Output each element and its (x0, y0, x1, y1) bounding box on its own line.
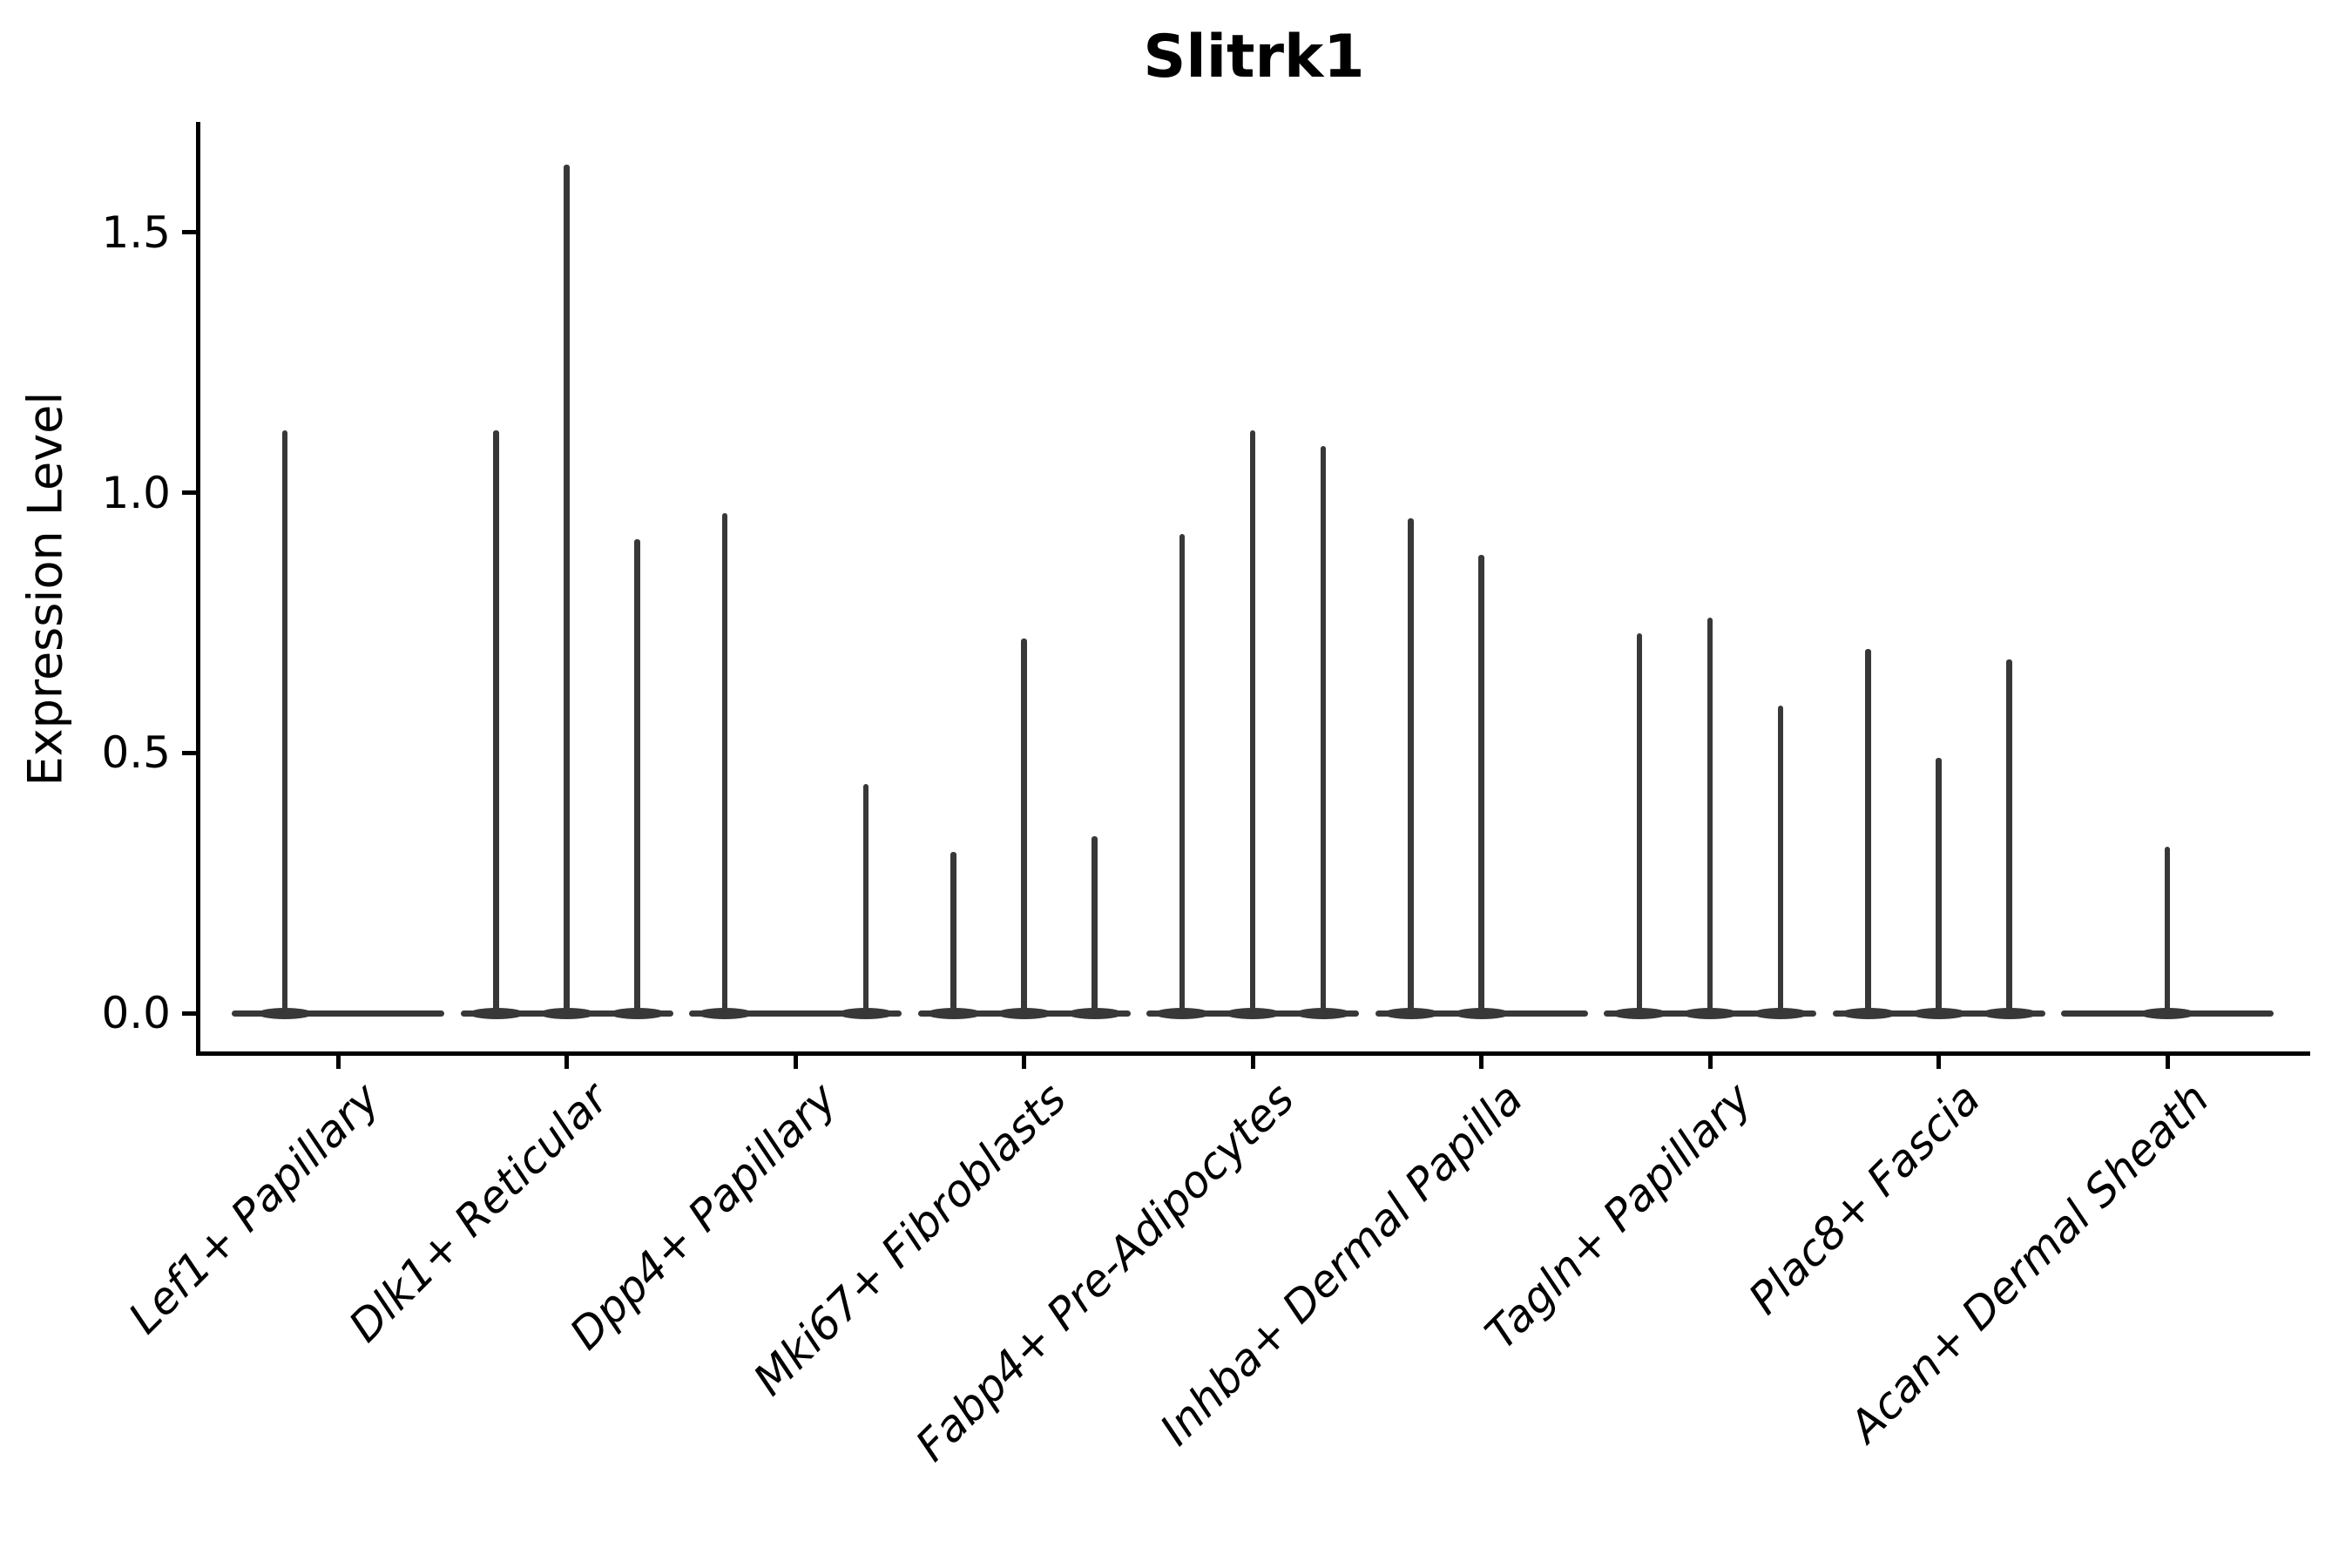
violin-spike (493, 429, 499, 1013)
violin-bump (1382, 1007, 1439, 1019)
violin-base (689, 1010, 902, 1017)
y-tick (182, 750, 197, 755)
x-tick-label: Plac8+ Fascia (1739, 1073, 1990, 1324)
violin-spike (2164, 846, 2171, 1013)
x-tick (2165, 1056, 2170, 1069)
x-tick (1707, 1056, 1713, 1069)
violin-bump (2139, 1007, 2195, 1019)
violin-bump (1910, 1007, 1967, 1019)
violin-bump (1682, 1007, 1738, 1019)
violin-bump (697, 1007, 753, 1019)
y-tick (182, 490, 197, 495)
violin-bump (1066, 1007, 1123, 1019)
y-tick-label: 0.0 (101, 988, 171, 1038)
violin-bump (925, 1007, 982, 1019)
violin-spike (721, 513, 728, 1013)
violin-spike (1936, 758, 1942, 1013)
violin-bump (838, 1007, 894, 1019)
y-tick-label: 1.5 (101, 206, 171, 258)
violin-spike (1320, 445, 1327, 1013)
plot-title: Slitrk1 (1143, 23, 1365, 91)
x-tick-label: Inhba+ Dermal Papilla (1151, 1073, 1533, 1456)
x-tick-label: Lef1+ Papillary (118, 1073, 390, 1344)
violin-spike (1092, 835, 1098, 1013)
violin-spike (862, 784, 869, 1013)
x-axis-line (196, 1051, 2310, 1056)
y-tick (182, 1010, 197, 1016)
violin-base (232, 1010, 444, 1017)
violin-bump (538, 1007, 595, 1019)
violin-bump (609, 1007, 666, 1019)
violin-spike (1777, 706, 1784, 1013)
x-tick (564, 1056, 569, 1069)
violin-spike (634, 539, 640, 1013)
y-tick-label: 0.5 (101, 727, 171, 779)
violin-bump (1453, 1007, 1510, 1019)
violin-bump (1753, 1007, 1808, 1019)
violin-spike (1478, 555, 1484, 1013)
violin-spike (2006, 659, 2012, 1013)
violin-spike (564, 165, 570, 1013)
x-tick (793, 1056, 798, 1069)
y-tick-label: 1.0 (101, 467, 171, 518)
violin-bump (257, 1007, 313, 1019)
violin-bump (996, 1007, 1052, 1019)
violin-spike (1707, 617, 1713, 1013)
violin-spike (1408, 518, 1414, 1013)
violin-spike (1179, 534, 1186, 1013)
violin-bump (1154, 1007, 1210, 1019)
x-tick (1936, 1056, 1941, 1069)
violin-spike (1865, 648, 1871, 1013)
violin-spike (1249, 429, 1256, 1013)
violin-spike (281, 429, 288, 1013)
violin-bump (1612, 1007, 1667, 1019)
violin-bump (1840, 1007, 1896, 1019)
x-tick (335, 1056, 341, 1069)
violin-bump (1981, 1007, 2038, 1019)
x-tick (1479, 1056, 1484, 1069)
violin-spike (950, 851, 956, 1013)
violin-bump (1295, 1007, 1351, 1019)
violin-bump (1225, 1007, 1281, 1019)
violin-spike (1636, 632, 1643, 1013)
y-axis-line (196, 122, 200, 1056)
violin-spike (1021, 638, 1027, 1013)
x-tick (1022, 1056, 1026, 1069)
violin-bump (468, 1007, 524, 1019)
x-tick-label: Fabp4+ Pre-Adipocytes (906, 1073, 1305, 1471)
x-tick (1250, 1056, 1255, 1069)
y-tick (182, 230, 197, 235)
